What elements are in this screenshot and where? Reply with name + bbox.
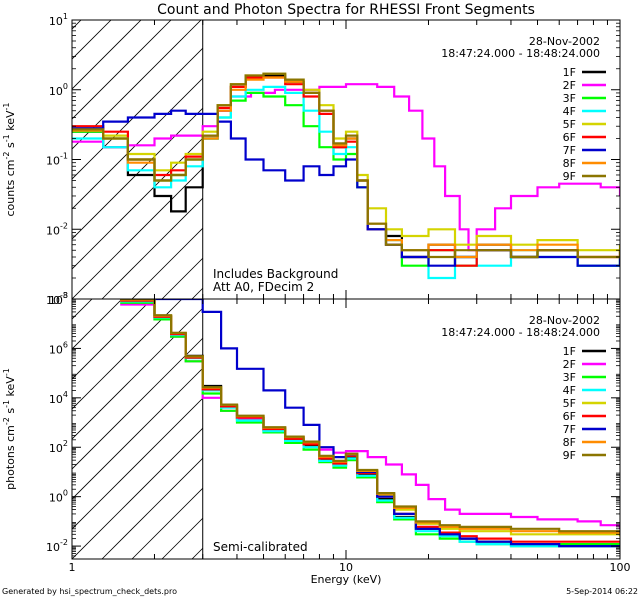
hatch-line — [72, 20, 202, 150]
count-panel: 101 100 10-1 10-2 10-3 counts cm-2 s-1 keV-1 2… — [2, 12, 621, 307]
x-tick-label: 10 — [339, 561, 353, 574]
count-series-group — [72, 72, 620, 280]
y-tick-label: 102 — [49, 439, 68, 455]
footer-timestamp: 5-Sep-2014 06:22 — [566, 587, 638, 596]
legend-label-3F: 3F — [563, 371, 576, 384]
y-tick-label: 106 — [49, 340, 68, 356]
legend-label-3F: 3F — [563, 92, 576, 105]
count-time-range-label: 18:47:24.000 - 18:48:24.000 — [441, 47, 600, 60]
legend-label-9F: 9F — [563, 449, 576, 462]
legend-label-7F: 7F — [563, 423, 576, 436]
photon-series-group — [120, 299, 620, 549]
figure-title: Count and Photon Spectra for RHESSI Fron… — [157, 2, 535, 18]
y-tick-label: 10-3 — [46, 291, 68, 307]
legend-label-5F: 5F — [563, 397, 576, 410]
count-y-axis-label: counts cm-2 s-1 keV-1 — [2, 103, 17, 217]
hatch-line — [72, 299, 213, 440]
hatch-line — [72, 299, 183, 410]
series-2F-count-line — [72, 83, 620, 252]
y-tick-label: 100 — [49, 489, 68, 505]
series-9F-count-line — [72, 72, 620, 259]
legend-label-6F: 6F — [563, 410, 576, 423]
legend-label-1F: 1F — [563, 345, 576, 358]
legend-label-8F: 8F — [563, 157, 576, 170]
x-axis-label: Energy (keV) — [311, 573, 382, 586]
legend-label-2F: 2F — [563, 79, 576, 92]
legend-label-9F: 9F — [563, 170, 576, 183]
hatch-line — [72, 20, 232, 180]
legend-label-2F: 2F — [563, 358, 576, 371]
x-tick-label: 100 — [610, 561, 631, 574]
x-tick-label: 1 — [69, 561, 76, 574]
footer-generator: Generated by hsi_spectrum_check_dets.pro — [2, 587, 177, 596]
series-2F-photon-line — [120, 303, 620, 529]
y-tick-label: 10-2 — [46, 538, 68, 554]
y-tick-label: 101 — [49, 12, 68, 28]
legend-label-7F: 7F — [563, 144, 576, 157]
hatch-line — [0, 159, 172, 559]
y-tick-label: 100 — [49, 82, 68, 98]
legend-label-1F: 1F — [563, 66, 576, 79]
photon-date-label: 28-Nov-2002 — [529, 314, 600, 327]
count-date-label: 28-Nov-2002 — [529, 35, 600, 48]
legend-label-8F: 8F — [563, 436, 576, 449]
y-tick-label: 104 — [49, 390, 68, 406]
legend-label-6F: 6F — [563, 131, 576, 144]
photon-annotation: Semi-calibrated — [213, 540, 308, 554]
y-tick-label: 10-2 — [46, 221, 68, 237]
hatch-line — [0, 159, 202, 559]
legend-label-5F: 5F — [563, 118, 576, 131]
count-annotation: Includes Background — [213, 267, 338, 281]
count-annotation: Att A0, FDecim 2 — [213, 280, 314, 294]
photon-y-axis-label: photons cm-2 s-1 keV-1 — [2, 368, 17, 490]
y-tick-label: 108 — [49, 291, 68, 307]
hatch-line — [72, 299, 153, 380]
legend-label-4F: 4F — [563, 105, 576, 118]
count-hatch-mask — [202, 20, 621, 299]
photon-time-range-label: 18:47:24.000 - 18:48:24.000 — [441, 326, 600, 339]
legend-label-4F: 4F — [563, 384, 576, 397]
series-9F-photon-line — [120, 299, 620, 533]
hatch-line — [72, 20, 262, 210]
hatch-line — [72, 299, 243, 470]
y-tick-label: 10-1 — [46, 152, 68, 168]
photon-panel: 108 106 104 102 100 10-2 photons cm-2 s-1 keV-… — [0, 159, 621, 560]
hatch-line — [72, 20, 172, 120]
